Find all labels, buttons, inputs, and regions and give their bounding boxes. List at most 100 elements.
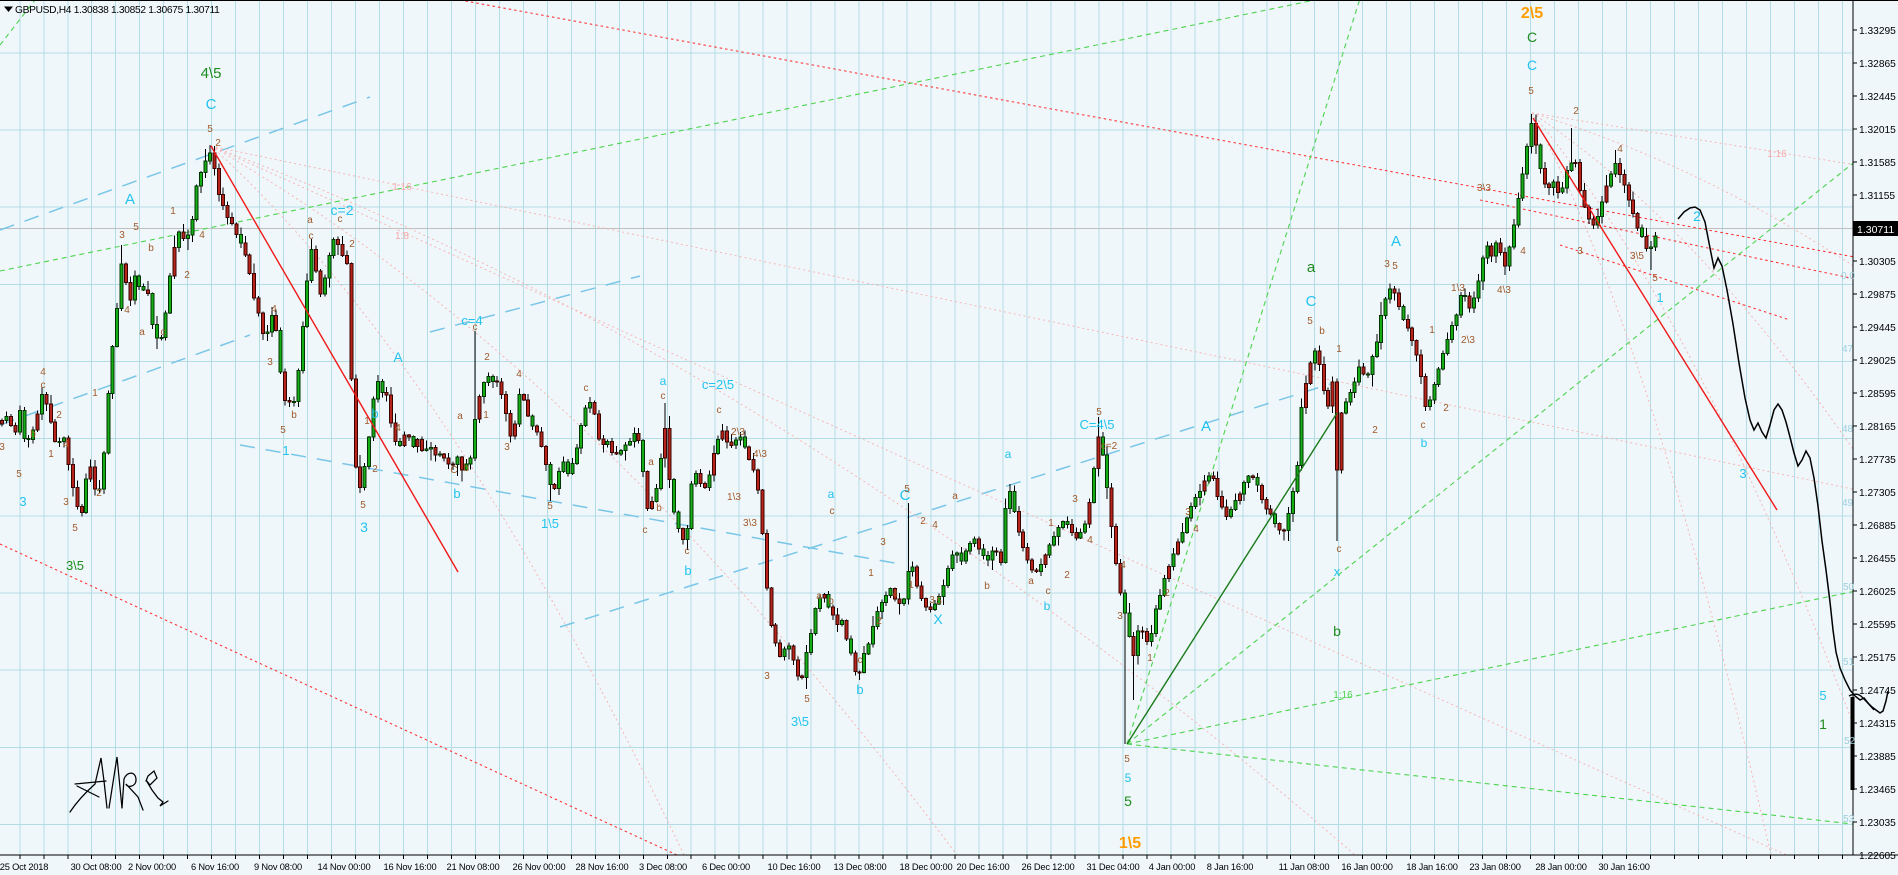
svg-text:2: 2 [876, 616, 882, 627]
svg-text:4\5: 4\5 [201, 65, 222, 82]
svg-text:a: a [457, 411, 463, 422]
svg-text:1\3: 1\3 [1451, 283, 1465, 294]
svg-text:A: A [125, 191, 135, 208]
svg-text:4: 4 [892, 589, 898, 600]
svg-text:c: c [338, 214, 343, 225]
svg-text:a: a [828, 487, 835, 501]
svg-text:c: c [161, 327, 166, 338]
svg-text:1: 1 [48, 449, 54, 460]
svg-text:25 Oct 2018: 25 Oct 2018 [0, 862, 48, 872]
svg-text:2: 2 [56, 410, 62, 421]
svg-text:2: 2 [349, 239, 355, 250]
svg-text:C: C [1306, 293, 1317, 310]
svg-text:3: 3 [267, 357, 273, 368]
svg-text:21 Nov 08:00: 21 Nov 08:00 [447, 862, 500, 872]
svg-text:1.28595: 1.28595 [1859, 389, 1896, 400]
svg-text:A: A [1391, 233, 1401, 250]
svg-text:b: b [1319, 326, 1325, 337]
svg-text:3: 3 [1072, 494, 1078, 505]
svg-text:3: 3 [119, 230, 125, 241]
svg-text:3: 3 [0, 442, 5, 453]
svg-text:5: 5 [1124, 793, 1132, 809]
svg-text:5: 5 [72, 523, 78, 534]
svg-text:c: c [309, 231, 314, 242]
svg-text:b: b [30, 429, 36, 440]
svg-text:1.30305: 1.30305 [1859, 257, 1896, 268]
svg-text:3\3: 3\3 [743, 518, 757, 529]
svg-text:3: 3 [880, 537, 886, 548]
svg-text:53: 53 [1843, 814, 1855, 825]
svg-text:b: b [828, 596, 834, 607]
svg-text:3: 3 [19, 494, 26, 509]
svg-text:3: 3 [764, 671, 770, 682]
svg-text:b: b [1044, 599, 1051, 613]
svg-text:1.26025: 1.26025 [1859, 587, 1896, 598]
svg-text:4: 4 [40, 367, 46, 378]
svg-text:b: b [856, 682, 863, 697]
svg-text:2: 2 [215, 138, 221, 149]
svg-text:1: 1 [282, 443, 289, 458]
svg-text:3: 3 [360, 519, 368, 535]
svg-text:1: 1 [1819, 716, 1827, 732]
svg-text:1.25595: 1.25595 [1859, 620, 1896, 631]
svg-text:1: 1 [1429, 325, 1435, 336]
svg-text:0.0: 0.0 [1841, 271, 1855, 282]
svg-text:5: 5 [360, 500, 366, 511]
svg-text:1.32865: 1.32865 [1859, 59, 1896, 70]
svg-text:5: 5 [280, 425, 286, 436]
svg-text:4\3: 4\3 [753, 449, 767, 460]
svg-text:3\5: 3\5 [791, 714, 809, 729]
svg-text:c: c [830, 506, 835, 517]
svg-text:3: 3 [1739, 466, 1746, 481]
svg-text:4: 4 [932, 520, 938, 531]
svg-text:26 Nov 00:00: 26 Nov 00:00 [513, 862, 566, 872]
svg-text:4: 4 [1520, 246, 1526, 257]
svg-text:1.28165: 1.28165 [1859, 422, 1896, 433]
svg-text:1.31155: 1.31155 [1859, 191, 1895, 202]
svg-text:1: 1 [92, 388, 98, 399]
svg-text:1.25175: 1.25175 [1859, 653, 1896, 664]
svg-text:16 Nov 16:00: 16 Nov 16:00 [384, 862, 437, 872]
svg-text:1\5: 1\5 [1119, 835, 1141, 852]
svg-text:b: b [1421, 436, 1428, 450]
svg-text:C: C [1527, 57, 1537, 73]
svg-text:4 Jan 00:00: 4 Jan 00:00 [1149, 862, 1195, 872]
svg-text:2 Nov 00:00: 2 Nov 00:00 [128, 862, 176, 872]
svg-text:3\5: 3\5 [66, 558, 84, 573]
svg-text:18 Dec 00:00: 18 Dec 00:00 [900, 862, 953, 872]
svg-text:4: 4 [1087, 535, 1093, 546]
svg-text:1:16: 1:16 [392, 182, 412, 193]
svg-text:1: 1 [868, 568, 874, 579]
svg-text:2: 2 [484, 352, 490, 363]
svg-text:5: 5 [1124, 754, 1130, 765]
svg-text:1.33295: 1.33295 [1859, 26, 1896, 37]
svg-text:1.29445: 1.29445 [1859, 323, 1896, 334]
svg-text:4\3: 4\3 [1497, 285, 1511, 296]
svg-text:5: 5 [936, 596, 942, 607]
svg-text:a: a [1307, 259, 1316, 276]
svg-text:1: 1 [1147, 653, 1153, 664]
svg-text:1:16: 1:16 [1767, 149, 1787, 160]
svg-text:30 Oct 08:00: 30 Oct 08:00 [71, 862, 122, 872]
svg-text:2\3: 2\3 [1461, 335, 1475, 346]
svg-text:1.23035: 1.23035 [1859, 818, 1896, 829]
svg-text:1.32015: 1.32015 [1859, 125, 1896, 136]
svg-text:X: X [933, 611, 943, 627]
svg-text:A: A [393, 349, 403, 365]
svg-text:1.29025: 1.29025 [1859, 356, 1896, 367]
svg-text:2: 2 [372, 464, 378, 475]
svg-text:a: a [1028, 576, 1034, 587]
svg-text:3: 3 [1117, 611, 1123, 622]
svg-text:4: 4 [1193, 524, 1199, 535]
svg-text:c: c [1337, 544, 1342, 555]
svg-text:1: 1 [908, 580, 914, 591]
svg-text:1\5: 1\5 [541, 516, 559, 531]
svg-text:a: a [648, 457, 654, 468]
svg-text:5: 5 [16, 469, 22, 480]
svg-text:c: c [858, 655, 863, 666]
svg-text:30 Jan 16:00: 30 Jan 16:00 [1598, 862, 1649, 872]
svg-text:C=4\5: C=4\5 [1079, 417, 1114, 432]
svg-text:GBPUSD,H4 1.30838 1.30852 1.3: GBPUSD,H4 1.30838 1.30852 1.30675 1.3071… [15, 5, 220, 16]
svg-text:4: 4 [1617, 144, 1623, 155]
svg-text:1.27305: 1.27305 [1859, 488, 1896, 499]
